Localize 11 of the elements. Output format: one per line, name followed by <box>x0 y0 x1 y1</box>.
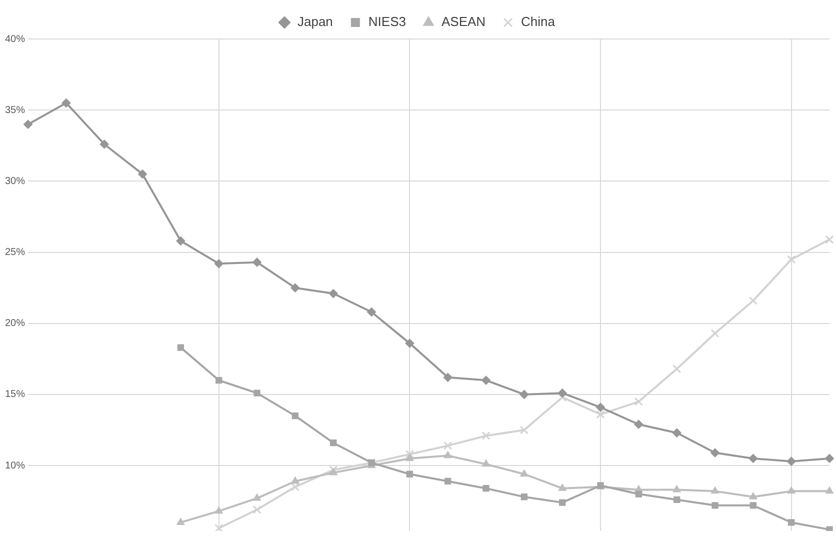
legend-label: ASEAN <box>441 14 486 30</box>
y-tick-label: 20% <box>5 318 26 330</box>
y-tick-label: 30% <box>5 176 26 187</box>
legend-label: China <box>521 14 556 30</box>
y-tick-label: 35% <box>5 104 26 116</box>
legend-label: NIES3 <box>368 14 406 30</box>
y-tick-label: 40% <box>5 34 26 45</box>
y-tick-label: 15% <box>5 389 26 400</box>
legend-label: Japan <box>297 14 333 30</box>
y-tick-label: 25% <box>5 247 26 258</box>
y-tick-label: 10% <box>5 460 26 472</box>
